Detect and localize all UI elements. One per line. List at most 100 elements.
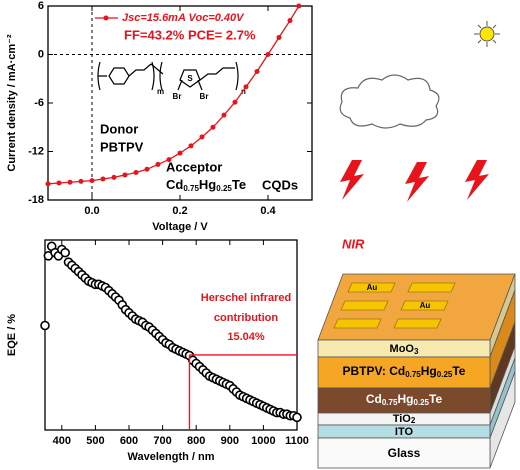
annotation: contribution: [214, 312, 278, 324]
x-tick-label: 1100: [285, 435, 309, 447]
x-tick-label: 500: [86, 435, 104, 447]
annotation: 15.04%: [227, 331, 265, 343]
data-point: [67, 179, 73, 185]
layer-text: Hg: [421, 364, 437, 378]
formula-text: Hg: [199, 177, 216, 192]
data-point: [111, 174, 117, 180]
y-axis-title: Current density / mA·cm⁻²: [6, 34, 18, 172]
x-tick-label: 1000: [251, 435, 275, 447]
cloud: [339, 74, 440, 129]
chart-panel: 400 500 600 700 800 900 1000 1100 Wavelength / n…: [6, 239, 309, 463]
structure-label: Br: [173, 92, 182, 101]
layer-text: MoO: [390, 343, 415, 355]
formula-subscript: 0.75: [183, 184, 199, 193]
annotation: Donor: [100, 121, 138, 136]
layer-label: PBTPV: Cd0.75Hg0.25Te: [343, 364, 466, 379]
data-point: [45, 181, 51, 187]
annotation: PBTPV: [100, 139, 144, 154]
x-axis-title: Wavelength / nm: [128, 451, 215, 463]
annotation: FF=43.2% PCE= 2.7%: [124, 27, 256, 42]
y-tick-label: 6: [38, 0, 44, 12]
data-point: [78, 178, 84, 184]
y-tick-label: -12: [28, 145, 44, 157]
data-point: [89, 178, 95, 184]
x-tick-label: 0.4: [260, 205, 276, 217]
structure-label: S: [187, 74, 193, 83]
layer-text: Cd: [366, 392, 382, 406]
layer-label: TiO2: [393, 413, 416, 425]
data-point: [56, 180, 62, 186]
y-tick-label: -6: [34, 97, 44, 109]
layer-label: MoO3: [390, 343, 419, 356]
data-point: [60, 247, 70, 258]
layer-text: Te: [429, 392, 442, 406]
lightning-bolts: [340, 160, 489, 202]
layer-text: Te: [452, 364, 465, 378]
data-point: [276, 35, 282, 41]
chart-panel: 0.0 0.2 0.4 -18 -12 -6 0 6 Voltage / V Current de…: [6, 0, 313, 233]
layer-label: Cd0.75Hg0.25Te: [366, 392, 443, 407]
layer-label: Glass: [388, 446, 421, 460]
data-point: [166, 157, 172, 163]
data-point: [292, 412, 302, 423]
plot-frame: [44, 239, 298, 431]
x-tick-label: 400: [53, 435, 71, 447]
structure-label: m: [157, 87, 164, 96]
x-tick-label: 0.0: [84, 205, 99, 217]
x-tick-label: 600: [120, 435, 138, 447]
legend-label: Jsc=15.6mA Voc=0.40V: [122, 12, 245, 24]
x-tick-label: 800: [187, 435, 205, 447]
structure-label: Br: [200, 92, 209, 101]
x-tick-label: 700: [153, 435, 171, 447]
layer-text: TiO: [393, 413, 412, 425]
annotation: CQDs: [262, 177, 298, 192]
electrode-label: Au: [367, 283, 378, 292]
y-tick-label: 0: [38, 48, 44, 60]
data-point: [296, 3, 302, 9]
data-point: [188, 143, 194, 149]
data-point: [40, 320, 50, 331]
layer-subscript: 3: [414, 347, 419, 356]
nir-label: NIR: [342, 236, 365, 251]
annotation: Herschel infrared: [201, 292, 291, 304]
device-stack: [317, 273, 516, 469]
annotation: Acceptor: [166, 159, 222, 174]
data-point: [265, 52, 271, 57]
x-axis-title: Voltage / V: [152, 221, 208, 233]
data-point: [122, 172, 128, 178]
data-point: [232, 99, 238, 105]
formula-subscript: 0.25: [216, 184, 232, 193]
x-tick-label: 900: [221, 435, 239, 447]
data-point: [177, 150, 183, 156]
data-point: [287, 18, 293, 24]
layer-subscript: 2: [411, 416, 416, 425]
layer-text: Hg: [397, 392, 413, 406]
formula-text: Te: [232, 177, 246, 192]
sun-icon: [474, 21, 500, 47]
layer-subscript: 0.25: [437, 370, 453, 379]
y-axis-title: EQE / %: [6, 314, 18, 356]
data-point: [221, 112, 227, 118]
electrode-label: Au: [420, 301, 431, 310]
data-point: [210, 124, 216, 130]
structure-label: n: [241, 87, 246, 96]
data-point: [133, 170, 139, 176]
layer-text: PBTPV: Cd: [343, 364, 406, 378]
data-point: [254, 68, 260, 74]
data-point: [100, 176, 106, 182]
data-point: [155, 161, 161, 167]
layer-label: ITO: [395, 426, 414, 438]
x-tick-label: 0.2: [172, 205, 187, 217]
acceptor-formula: Cd0.75Hg0.25Te: [166, 177, 246, 193]
legend-marker: [103, 15, 109, 21]
formula-text: Cd: [166, 177, 183, 192]
data-point: [243, 84, 249, 90]
layer-subscript: 0.75: [405, 370, 421, 379]
polymer-structure: [97, 61, 239, 91]
layer-subscript: 0.25: [413, 398, 429, 407]
data-point: [199, 134, 205, 140]
layer-subscript: 0.75: [382, 398, 398, 407]
data-point: [144, 166, 150, 172]
y-tick-label: -18: [28, 194, 44, 206]
